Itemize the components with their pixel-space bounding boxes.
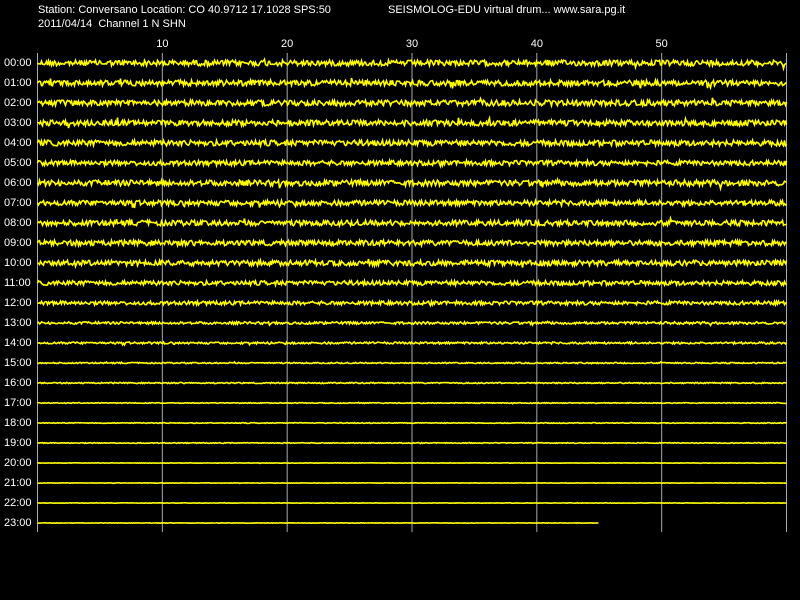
trace (36, 96, 788, 109)
row-label: 15:00 (4, 357, 32, 369)
trace (36, 197, 788, 209)
trace (36, 277, 788, 289)
row-label: 00:00 (4, 57, 32, 69)
trace (36, 77, 787, 91)
row-label: 12:00 (4, 297, 32, 309)
x-tick-label: 40 (531, 38, 543, 50)
x-tick-label: 10 (156, 38, 168, 50)
x-tick-label: 50 (656, 38, 668, 50)
row-label: 08:00 (4, 217, 32, 229)
station-info: Station: Conversano Location: CO 40.9712… (38, 4, 331, 16)
trace (37, 441, 787, 445)
row-label: 19:00 (4, 437, 32, 449)
trace (36, 137, 788, 149)
trace (37, 421, 787, 425)
trace (36, 215, 787, 229)
trace (37, 381, 787, 385)
row-label: 22:00 (4, 497, 32, 509)
app-info: SEISMOLOG-EDU virtual drum... www.sara.p… (388, 4, 625, 16)
trace (36, 57, 787, 72)
trace (36, 176, 787, 192)
row-label: 23:00 (4, 517, 32, 529)
trace (37, 115, 788, 129)
trace (37, 360, 787, 365)
trace (37, 481, 787, 485)
trace (37, 298, 788, 308)
row-label: 10:00 (4, 257, 32, 269)
row-label: 13:00 (4, 317, 32, 329)
trace (37, 257, 788, 270)
trace (37, 501, 787, 505)
row-label: 16:00 (4, 377, 32, 389)
row-label: 14:00 (4, 337, 32, 349)
row-label: 03:00 (4, 117, 32, 129)
date-channel: 2011/04/14 Channel 1 N SHN (38, 18, 186, 30)
row-label: 20:00 (4, 457, 32, 469)
trace (36, 157, 788, 169)
row-label: 07:00 (4, 197, 32, 209)
row-label: 04:00 (4, 137, 32, 149)
trace (37, 401, 787, 405)
x-tick-label: 30 (406, 38, 418, 50)
row-label: 06:00 (4, 177, 32, 189)
row-label: 21:00 (4, 477, 32, 489)
row-label: 18:00 (4, 417, 32, 429)
trace (37, 340, 788, 347)
trace (37, 461, 787, 465)
row-label: 05:00 (4, 157, 32, 169)
row-label: 11:00 (4, 277, 31, 289)
trace (36, 237, 787, 249)
row-label: 17:00 (4, 397, 32, 409)
x-tick-label: 20 (281, 38, 293, 50)
trace (37, 319, 787, 327)
row-label: 02:00 (4, 97, 32, 109)
row-label: 09:00 (4, 237, 32, 249)
row-label: 01:00 (4, 77, 32, 89)
